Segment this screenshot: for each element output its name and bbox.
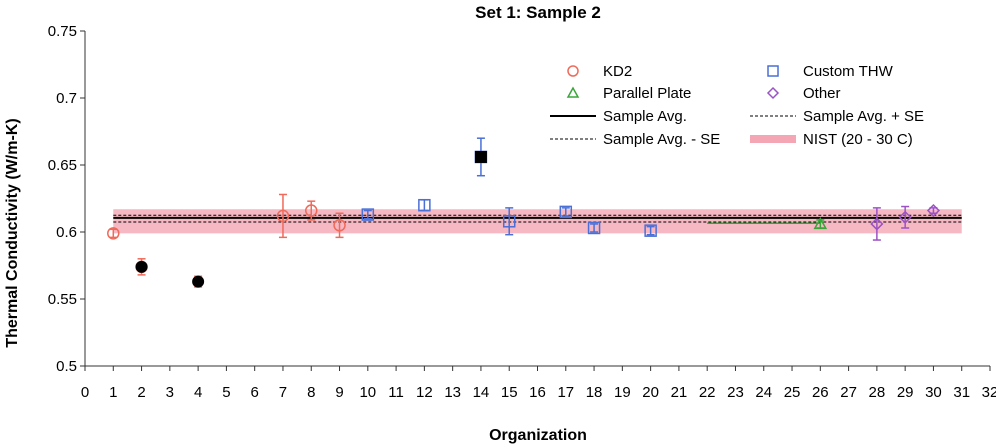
x-tick-label: 25 bbox=[784, 384, 801, 401]
x-tick-label: 7 bbox=[279, 384, 287, 401]
nist-band bbox=[113, 209, 962, 234]
y-tick-label: 0.65 bbox=[48, 157, 77, 174]
outlier-point bbox=[135, 260, 148, 273]
x-tick-label: 17 bbox=[557, 384, 574, 401]
plot-area: 0.50.550.60.650.70.750 1 2 3 4 5 6 7 8 9 10 11 12 13 1… bbox=[48, 23, 996, 401]
data-point-kd2 bbox=[276, 209, 290, 223]
data-point-kd2 bbox=[333, 219, 346, 232]
x-tick-label: 30 bbox=[925, 384, 942, 401]
legend-parallel-plate-label: Parallel Plate bbox=[603, 85, 691, 102]
outlier-point bbox=[192, 275, 205, 288]
x-tick-label: 18 bbox=[586, 384, 603, 401]
data-point-kd2 bbox=[305, 204, 318, 217]
x-tick-label: 23 bbox=[727, 384, 744, 401]
legend-kd2-label: KD2 bbox=[603, 63, 632, 80]
x-tick-label: 31 bbox=[953, 384, 970, 401]
data-point-custom-thw bbox=[644, 224, 657, 237]
data-point-other bbox=[898, 210, 912, 224]
x-tick-label: 32 bbox=[982, 384, 996, 401]
x-tick-label: 19 bbox=[614, 384, 631, 401]
x-tick-label: 9 bbox=[335, 384, 343, 401]
x-tick-label: 20 bbox=[642, 384, 659, 401]
data-point-custom-thw bbox=[361, 208, 375, 221]
y-tick-label: 0.75 bbox=[48, 23, 77, 40]
legend-sample-avg-label: Sample Avg. bbox=[603, 108, 687, 125]
x-tick-label: 0 bbox=[81, 384, 89, 401]
y-axis-title: Thermal Conductivity (W/m-K) bbox=[4, 118, 21, 347]
x-tick-label: 21 bbox=[671, 384, 688, 401]
legend-sample-avg-se-label: Sample Avg. - SE bbox=[603, 131, 720, 148]
data-point-custom-thw bbox=[587, 221, 601, 235]
x-tick-label: 6 bbox=[251, 384, 259, 401]
data-point-custom-thw bbox=[418, 198, 431, 212]
legend-nist-20-30-c-symbol bbox=[750, 135, 796, 143]
legend-custom-thw-label: Custom THW bbox=[803, 63, 894, 80]
legend-other-symbol bbox=[766, 86, 780, 100]
legend: KD2 Custom THW Parallel Plate Other Sample A… bbox=[550, 63, 924, 148]
x-tick-label: 14 bbox=[473, 384, 490, 401]
x-tick-label: 5 bbox=[222, 384, 230, 401]
y-tick-label: 0.5 bbox=[56, 358, 77, 375]
x-tick-label: 27 bbox=[840, 384, 857, 401]
legend-sample-avg-se-label: Sample Avg. + SE bbox=[803, 108, 924, 125]
x-tick-label: 22 bbox=[699, 384, 716, 401]
data-point-kd2 bbox=[107, 227, 120, 240]
outlier-point bbox=[474, 150, 487, 163]
legend-nist-20-30-c-label: NIST (20 - 30 C) bbox=[803, 131, 913, 148]
x-tick-label: 28 bbox=[869, 384, 886, 401]
x-tick-label: 4 bbox=[194, 384, 202, 401]
x-tick-label: 13 bbox=[444, 384, 461, 401]
legend-custom-thw-symbol bbox=[767, 65, 779, 77]
chart-title: Set 1: Sample 2 bbox=[475, 3, 601, 22]
y-tick-label: 0.7 bbox=[56, 90, 77, 107]
x-tick-label: 3 bbox=[166, 384, 174, 401]
x-tick-label: 16 bbox=[529, 384, 546, 401]
legend-kd2-symbol bbox=[567, 65, 579, 77]
legend-parallel-plate-symbol bbox=[566, 86, 580, 98]
data-point-parallel-plate bbox=[813, 216, 828, 230]
x-tick-label: 11 bbox=[388, 384, 404, 401]
y-tick-label: 0.6 bbox=[56, 224, 77, 241]
y-tick-label: 0.55 bbox=[48, 291, 77, 308]
x-axis-title: Organization bbox=[489, 427, 587, 444]
data-point-other bbox=[870, 217, 884, 231]
legend-other-label: Other bbox=[803, 85, 841, 102]
x-tick-label: 26 bbox=[812, 384, 829, 401]
x-tick-label: 10 bbox=[359, 384, 376, 401]
x-tick-label: 24 bbox=[755, 384, 772, 401]
data-point-other bbox=[926, 203, 940, 218]
x-tick-label: 29 bbox=[897, 384, 914, 401]
x-tick-label: 1 bbox=[109, 384, 117, 401]
x-tick-label: 8 bbox=[307, 384, 315, 401]
data-point-custom-thw bbox=[559, 205, 573, 219]
data-point-custom-thw bbox=[502, 215, 516, 228]
x-tick-label: 15 bbox=[501, 384, 518, 401]
x-tick-label: 12 bbox=[416, 384, 433, 401]
x-tick-label: 2 bbox=[137, 384, 145, 401]
